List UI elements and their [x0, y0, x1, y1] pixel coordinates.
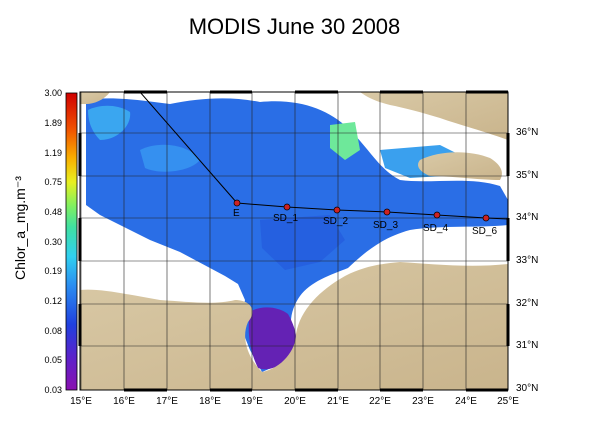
lon-label: 24°E [455, 396, 477, 407]
colorbar-tick: 0.30 [44, 237, 62, 247]
lon-label: 23°E [412, 396, 434, 407]
station-label-sd1: SD_1 [273, 213, 298, 224]
colorbar [65, 92, 78, 391]
lat-label: 30°N [516, 383, 539, 394]
station-marker-sd1 [283, 203, 291, 211]
low-chl-patch [248, 307, 297, 370]
lon-label: 25°E [497, 396, 519, 407]
land-libya [80, 262, 508, 390]
station-label-e: E [233, 208, 240, 219]
lat-label: 35°N [516, 170, 539, 181]
map-area [80, 92, 508, 390]
colorbar-tick: 0.75 [44, 177, 62, 187]
station-marker-sd6 [482, 214, 490, 222]
station-marker-sd4 [433, 211, 441, 219]
colorbar-tick: 0.19 [44, 266, 62, 276]
frame-ticks [78, 90, 510, 392]
lon-label: 22°E [369, 396, 391, 407]
lon-label: 16°E [113, 396, 135, 407]
land-crete [418, 152, 502, 180]
colorbar-tick: 3.00 [44, 88, 62, 98]
lon-label: 19°E [241, 396, 263, 407]
station-label-sd6: SD_6 [472, 226, 497, 237]
lat-label: 34°N [516, 212, 539, 223]
station-marker-sd2 [333, 206, 341, 214]
colorbar-tick: 0.03 [44, 385, 62, 395]
lon-label: 18°E [199, 396, 221, 407]
station-marker-sd3 [383, 208, 391, 216]
colorbar-tick: 0.12 [44, 296, 62, 306]
lon-label: 15°E [70, 396, 92, 407]
colorbar-tick: 1.89 [44, 118, 62, 128]
station-label-sd2: SD_2 [323, 216, 348, 227]
colorbar-tick: 0.08 [44, 326, 62, 336]
lat-label: 31°N [516, 340, 539, 351]
lat-label: 36°N [516, 127, 539, 138]
colorbar-tick: 1.19 [44, 148, 62, 158]
lon-label: 20°E [284, 396, 306, 407]
lon-label: 17°E [156, 396, 178, 407]
stations: E SD_1 SD_2 SD_3 SD_4 SD_6 [233, 199, 497, 237]
land-greece [360, 92, 508, 140]
colorbar-tick: 0.05 [44, 355, 62, 365]
station-label-sd4: SD_4 [423, 223, 448, 234]
lat-label: 33°N [516, 255, 539, 266]
station-marker-e [233, 199, 241, 207]
lat-label: 32°N [516, 298, 539, 309]
lon-label: 21°E [327, 396, 349, 407]
colorbar-tick: 0.48 [44, 207, 62, 217]
colorbar-label: Chlor_a_mg.m⁻³ [12, 176, 28, 280]
map-title: MODIS June 30 2008 [188, 14, 401, 39]
station-label-sd3: SD_3 [373, 220, 398, 231]
